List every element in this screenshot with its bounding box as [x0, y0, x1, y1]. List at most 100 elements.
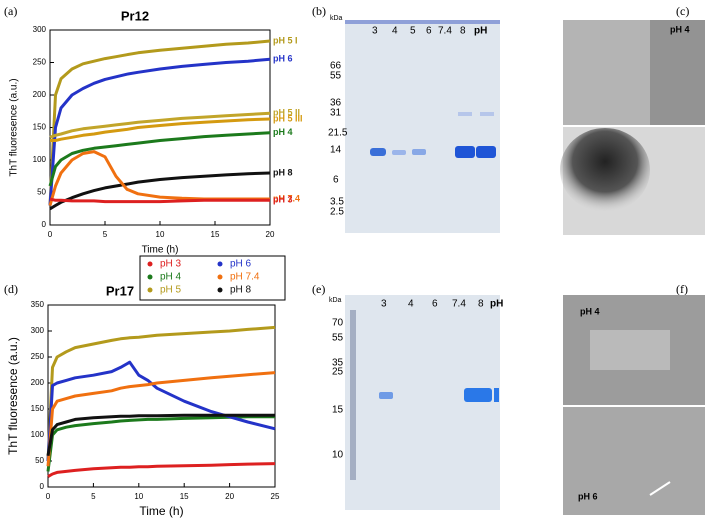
marker-label: 70	[332, 318, 344, 329]
marker-label: 25	[332, 367, 344, 378]
x-tick-label: 10	[156, 230, 165, 239]
series-line	[46, 325, 276, 462]
marker-label: 31	[330, 108, 342, 119]
lane-label: 4	[408, 299, 414, 310]
series-line	[48, 57, 271, 206]
chart-title: Pr12	[121, 8, 149, 23]
lane-label: 6	[426, 26, 432, 37]
x-tick-label: 10	[134, 492, 143, 501]
panel-label: (f)	[676, 282, 688, 296]
marker-label: 55	[332, 333, 344, 344]
gel-unit: kDa	[329, 297, 342, 304]
series-label: pH 5 III	[273, 113, 303, 123]
band	[480, 112, 494, 116]
x-tick-label: 25	[271, 492, 280, 501]
legend-marker	[147, 261, 153, 267]
series-line	[46, 371, 276, 467]
marker-label: 66	[330, 61, 342, 72]
band	[464, 388, 492, 402]
marker-label: 36	[330, 98, 342, 109]
y-tick-label: 300	[33, 25, 47, 34]
micrograph-caption: pH 6	[578, 491, 598, 501]
y-axis-label: ThT fluoresence (a.u.)	[9, 78, 20, 176]
y-tick-label: 150	[31, 404, 45, 413]
plot-frame	[47, 304, 276, 488]
lane-label: 3	[381, 299, 387, 310]
series-line	[47, 462, 276, 478]
legend-marker	[147, 274, 153, 280]
series-line	[46, 360, 276, 462]
lane-label: 8	[478, 299, 484, 310]
panel-label: (b)	[312, 4, 326, 18]
legend-marker	[217, 274, 223, 280]
marker-label: 6	[333, 175, 339, 186]
legend-box	[139, 255, 286, 301]
gel	[345, 20, 500, 233]
lane-label: 5	[410, 26, 416, 37]
y-tick-label: 100	[33, 155, 47, 164]
x-tick-label: 5	[103, 230, 108, 239]
gel-lanes: 3 4 5 6 7.4 8 pH	[372, 26, 487, 37]
lane-label: 7.4	[438, 26, 452, 37]
micrograph-caption: pH 4	[670, 24, 690, 34]
series-line	[46, 415, 275, 472]
legend-marker	[217, 287, 223, 293]
x-tick-label: 5	[91, 492, 96, 501]
y-tick-label: 0	[42, 220, 47, 229]
marker-label: 10	[332, 450, 344, 461]
y-tick-label: 50	[35, 456, 44, 465]
y-tick-label: 300	[31, 326, 45, 335]
legend-label: pH 3	[160, 259, 182, 270]
chart-title: Pr17	[106, 283, 134, 298]
series-label: pH 3	[273, 195, 293, 205]
y-axis-label: ThT fluoresence (a.u.)	[6, 337, 20, 455]
legend-label: pH 8	[230, 285, 252, 296]
legend-marker	[217, 261, 223, 267]
x-tick-label: 0	[48, 230, 53, 239]
lane-label: 4	[392, 26, 398, 37]
gel-markers: 66 55 36 31 21.5 14 6 3.5 2.5	[328, 61, 348, 218]
x-tick-label: 20	[266, 230, 275, 239]
series-line	[49, 197, 270, 204]
legend-label: pH 4	[160, 272, 182, 283]
x-tick-label: 20	[225, 492, 234, 501]
band	[458, 112, 472, 116]
lane-label: 6	[432, 299, 438, 310]
gel-unit: kDa	[330, 15, 343, 22]
series-line	[46, 413, 275, 457]
y-tick-label: 50	[37, 188, 46, 197]
marker-label: 21.5	[328, 128, 348, 139]
y-tick-label: 100	[31, 430, 45, 439]
legend-label: pH 6	[230, 259, 252, 270]
y-tick-label: 0	[40, 482, 45, 491]
band	[476, 146, 496, 158]
y-tick-label: 250	[33, 58, 47, 67]
micrograph-caption: pH 4	[580, 306, 600, 316]
x-tick-label: 15	[180, 492, 189, 501]
marker-label: 55	[330, 71, 342, 82]
lane-label: pH	[474, 26, 487, 37]
micrograph-shade	[650, 20, 705, 125]
series-line	[49, 111, 271, 139]
x-tick-label: 15	[211, 230, 220, 239]
y-tick-label: 250	[31, 352, 45, 361]
panel-label: (a)	[4, 4, 17, 18]
gel	[345, 295, 500, 510]
y-tick-label: 350	[31, 300, 45, 309]
band	[412, 149, 426, 155]
x-axis-label: Time (h)	[142, 245, 179, 256]
marker-label: 35	[332, 358, 344, 369]
lane-label: pH	[490, 299, 503, 310]
series-label: pH 6	[273, 54, 293, 64]
y-tick-label: 200	[31, 378, 45, 387]
y-tick-label: 200	[33, 90, 47, 99]
series-label: pH 4	[273, 127, 293, 137]
lane-label: 7.4	[452, 299, 466, 310]
series-line	[48, 39, 271, 206]
x-axis-label: Time (h)	[139, 504, 183, 518]
panel-label: (c)	[676, 4, 689, 18]
legend-label: pH 7.4	[230, 272, 260, 283]
legend-label: pH 5	[160, 285, 182, 296]
series-line	[49, 171, 271, 211]
